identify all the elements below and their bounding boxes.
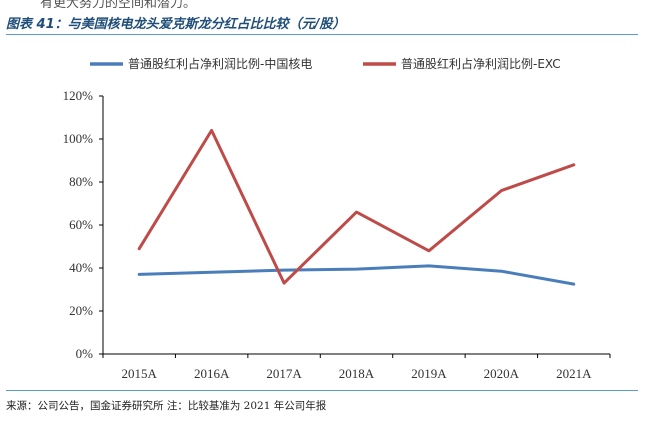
y-tick-label: 0%: [76, 346, 94, 361]
x-tick-label: 2019A: [411, 366, 447, 381]
y-tick-label: 40%: [69, 260, 93, 275]
source-note: 来源：公司公告，国金证券研究所 注：比较基准为 2021 年公司年报: [6, 400, 327, 412]
x-tick-label: 2017A: [266, 366, 302, 381]
y-tick-labels: 0% 20% 40% 60% 80% 100% 120%: [63, 88, 94, 361]
figure-title: 图表 41：与美国核电龙头爱克斯龙分红占比比较（元/股）: [6, 17, 346, 32]
x-tick-label: 2020A: [484, 366, 520, 381]
legend-label-exc: 普通股红利占净利润比例-EXC: [401, 56, 561, 71]
series-line-exc: [137, 128, 576, 285]
chart-series: [137, 128, 576, 286]
x-tick-label: 2018A: [339, 366, 375, 381]
chart-legend: 普通股红利占净利润比例-中国核电 普通股红利占净利润比例-EXC: [90, 56, 561, 71]
bottom-divider: [6, 390, 638, 391]
x-tick-labels: 2015A 2016A 2017A 2018A 2019A 2020A 2021…: [122, 366, 593, 381]
x-tick-label: 2016A: [194, 366, 230, 381]
y-tick-label: 20%: [69, 303, 93, 318]
x-tick-label: 2015A: [122, 366, 158, 381]
y-tick-label: 80%: [69, 174, 93, 189]
header-fragment: 有更大努力的空间和潜力。: [40, 0, 197, 11]
series-line-cnnp: [137, 264, 576, 286]
y-tick-label: 120%: [63, 88, 94, 103]
legend-label-cnnp: 普通股红利占净利润比例-中国核电: [128, 56, 312, 71]
top-divider: [6, 34, 638, 35]
chart-axes: [99, 95, 611, 358]
y-tick-label: 100%: [63, 131, 94, 146]
x-tick-label: 2021A: [556, 366, 592, 381]
y-tick-label: 60%: [69, 217, 93, 232]
